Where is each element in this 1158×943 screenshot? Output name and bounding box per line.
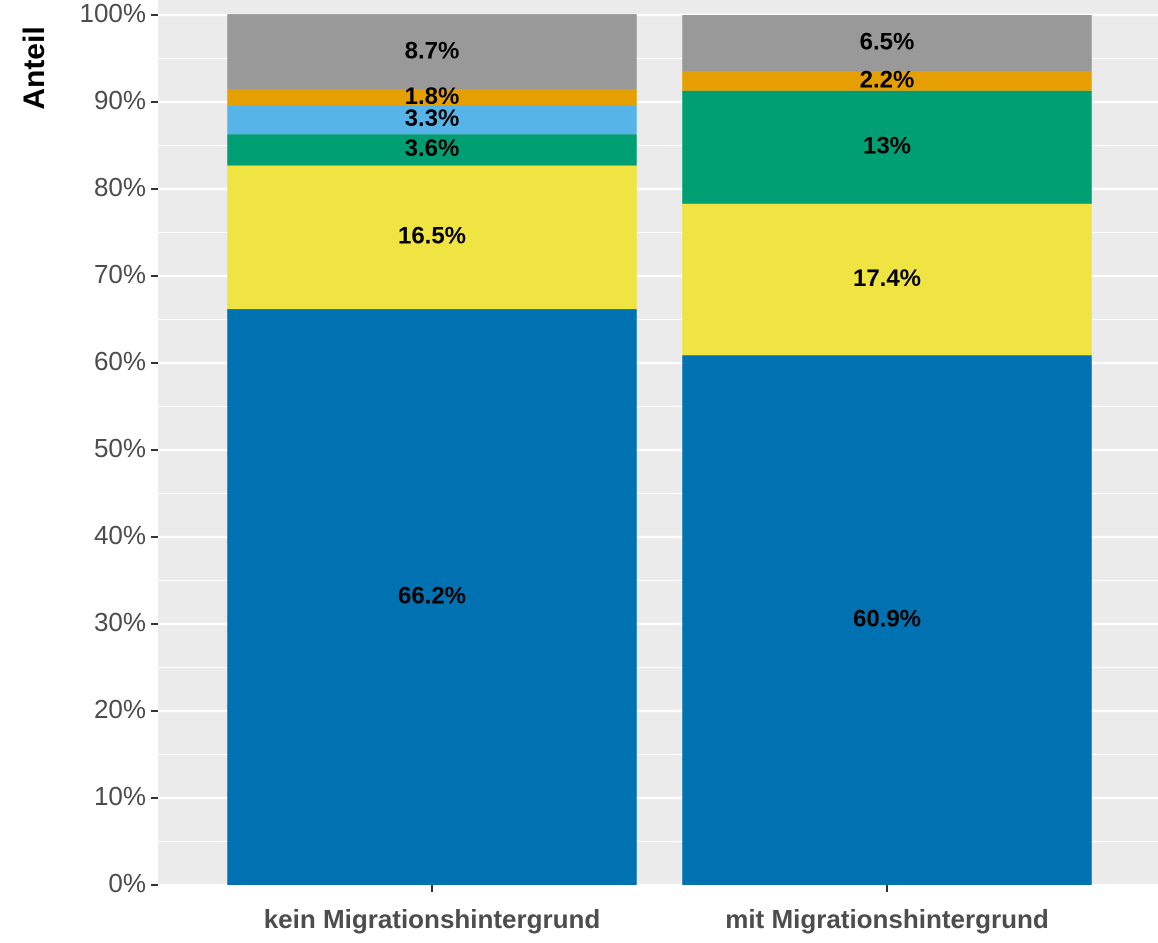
- value-label: 16.5%: [398, 223, 466, 250]
- x-tick-label: kein Migrationshintergrund: [264, 904, 601, 934]
- bar-segment: [682, 203, 1092, 356]
- y-tick-label: 10%: [94, 781, 146, 811]
- bar-segment: [227, 14, 637, 90]
- y-axis-label: Anteil: [18, 26, 51, 109]
- bar-segment: [227, 134, 637, 166]
- bar-segment: [682, 15, 1092, 72]
- value-label: 17.4%: [853, 265, 921, 292]
- y-tick-label: 70%: [94, 259, 146, 289]
- value-label: 13%: [863, 133, 911, 160]
- y-tick-label: 40%: [94, 520, 146, 550]
- bar-segment: [682, 355, 1092, 885]
- y-tick-label: 100%: [80, 0, 147, 28]
- value-label: 3.6%: [405, 135, 460, 162]
- value-label: 1.8%: [405, 83, 460, 110]
- bar-segment: [682, 90, 1092, 204]
- y-tick-label: 80%: [94, 172, 146, 202]
- value-label: 6.5%: [860, 29, 915, 56]
- value-label: 66.2%: [398, 582, 466, 609]
- y-tick-label: 0%: [108, 868, 146, 898]
- y-tick-label: 60%: [94, 346, 146, 376]
- value-label: 3.3%: [405, 105, 460, 132]
- y-tick-label: 90%: [94, 85, 146, 115]
- value-label: 2.2%: [860, 66, 915, 93]
- y-tick-label: 20%: [94, 694, 146, 724]
- bar-segment: [682, 71, 1092, 91]
- value-label: 8.7%: [405, 37, 460, 64]
- bar-segment: [227, 309, 637, 885]
- bar-segment: [227, 105, 637, 135]
- value-label: 60.9%: [853, 605, 921, 632]
- bar-segment: [227, 165, 637, 310]
- bar-segment: [227, 89, 637, 106]
- x-tick-label: mit Migrationshintergrund: [725, 904, 1049, 934]
- y-tick-label: 50%: [94, 433, 146, 463]
- y-tick-label: 30%: [94, 607, 146, 637]
